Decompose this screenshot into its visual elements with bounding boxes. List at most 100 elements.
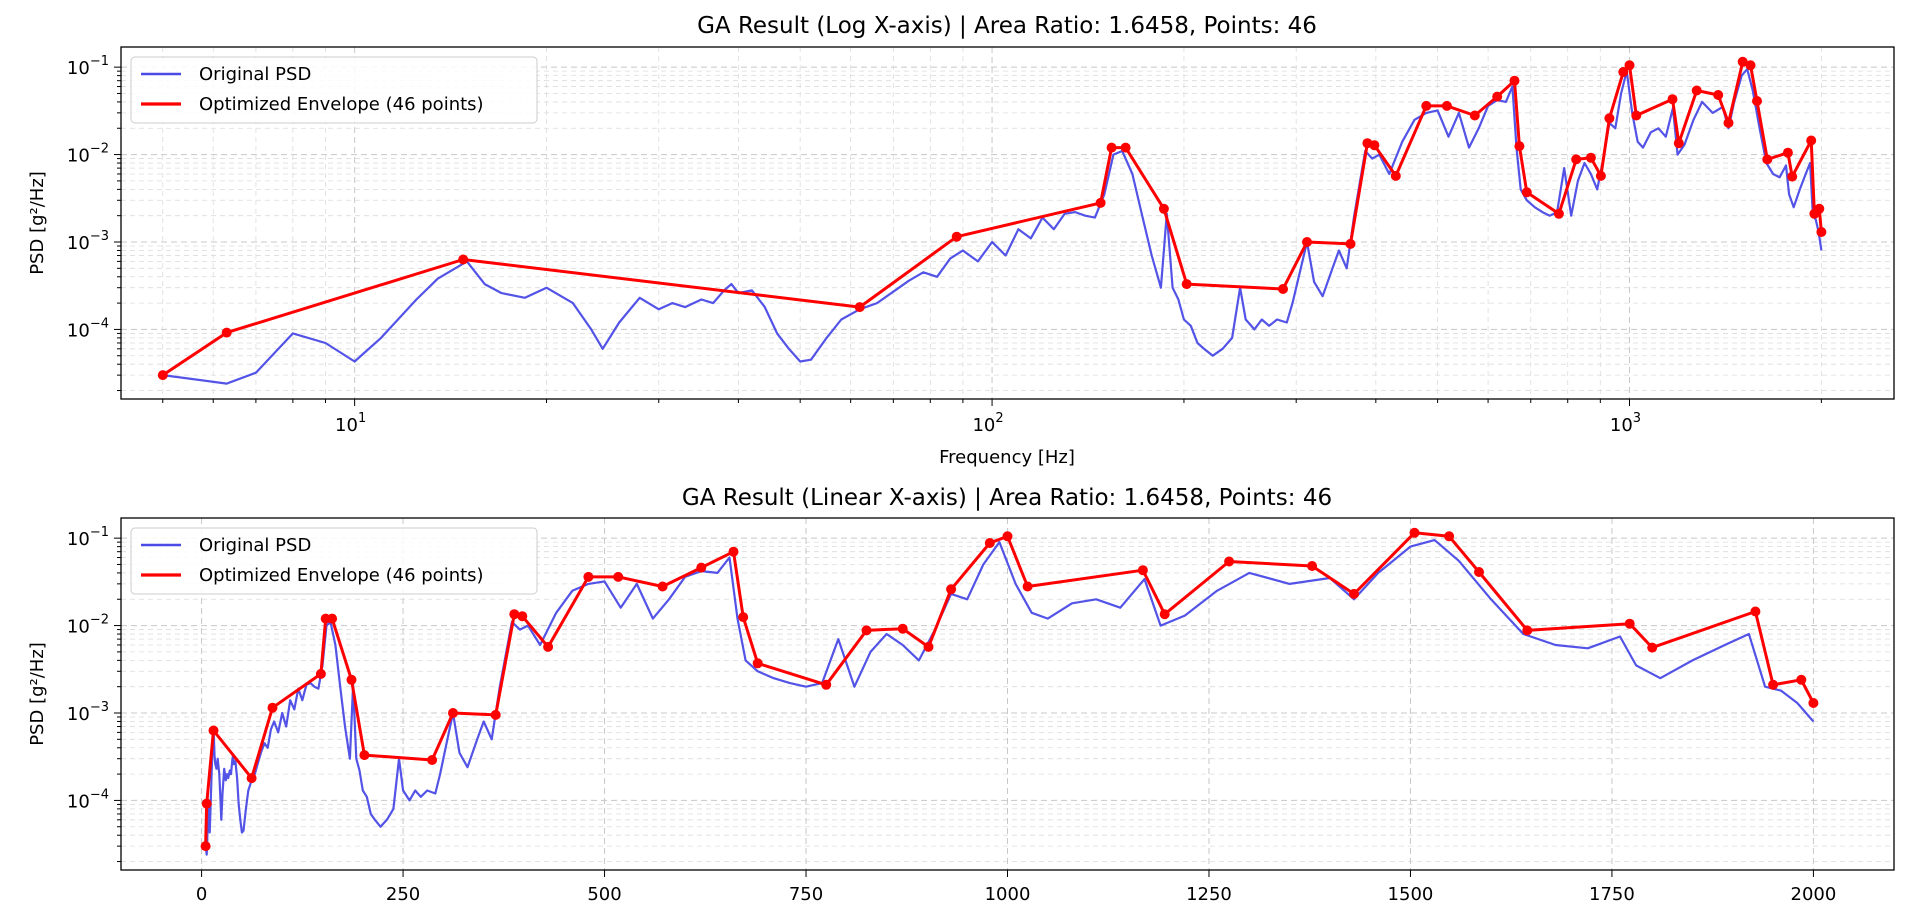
envelope-point <box>1224 556 1235 567</box>
series-optimized-envelope <box>204 531 1815 847</box>
envelope-point <box>1571 154 1582 165</box>
envelope-point <box>1421 100 1432 111</box>
envelope-point <box>1647 642 1658 653</box>
x-tick-label: 1000 <box>985 884 1031 905</box>
envelope-point <box>208 725 219 736</box>
envelope-point <box>157 370 168 381</box>
envelope-point <box>946 584 957 595</box>
envelope-point <box>1444 531 1455 542</box>
envelope-point <box>315 668 326 679</box>
envelope-point <box>1158 203 1169 214</box>
envelope-point <box>448 708 458 718</box>
x-axis-label-log: Frequency [Hz] <box>939 447 1075 468</box>
envelope-point <box>200 841 211 852</box>
envelope-point <box>1673 138 1684 149</box>
x-tick-label: 101 <box>335 411 366 436</box>
envelope-point <box>427 755 438 765</box>
envelope-point <box>1514 141 1525 152</box>
x-tick-label: 500 <box>587 884 621 905</box>
envelope-point <box>1441 100 1452 111</box>
envelope-point <box>1474 567 1484 577</box>
envelope-point <box>1553 208 1564 219</box>
envelope-point <box>1106 142 1117 153</box>
envelope-point <box>1806 135 1817 146</box>
y-axis-label-log: PSD [g²/Hz] <box>27 171 48 275</box>
y-tick-label: 10−4 <box>67 787 109 812</box>
envelope-point <box>1409 527 1420 538</box>
envelope-point <box>543 641 554 652</box>
envelope-point <box>1814 203 1825 214</box>
chart-title-log: GA Result (Log X-axis) | Area Ratio: 1.6… <box>697 13 1317 39</box>
envelope-point <box>1691 85 1702 96</box>
envelope-point <box>1631 110 1642 121</box>
envelope-point <box>854 302 865 313</box>
x-tick-label: 1500 <box>1388 884 1434 905</box>
y-tick-label: 10−2 <box>67 142 109 167</box>
envelope-point <box>246 773 257 784</box>
envelope-point <box>1002 531 1013 542</box>
envelope-point <box>1762 154 1773 165</box>
grid-linear <box>121 518 1894 870</box>
envelope-point <box>1745 60 1756 71</box>
x-tick-label: 1750 <box>1589 884 1635 905</box>
envelope-point <box>1137 565 1148 576</box>
y-axis-label-linear: PSD [g²/Hz] <box>27 642 48 746</box>
envelope-point <box>1604 113 1615 124</box>
grid-log <box>121 47 1894 399</box>
envelope-point <box>458 254 469 265</box>
legend-label-envelope: Optimized Envelope (46 points) <box>199 565 484 586</box>
legend-label-psd: Original PSD <box>199 535 311 556</box>
envelope-point <box>1752 96 1762 106</box>
envelope-point <box>984 538 995 548</box>
envelope-point <box>821 679 832 690</box>
envelope-point <box>1782 147 1793 158</box>
envelope-point <box>1750 606 1761 617</box>
envelope-point <box>696 562 707 573</box>
chart-title-linear: GA Result (Linear X-axis) | Area Ratio: … <box>682 485 1332 511</box>
envelope-point <box>1345 238 1356 249</box>
legend-log: Original PSD Optimized Envelope (46 poin… <box>130 56 538 124</box>
y-tick-label: 10−3 <box>67 700 109 725</box>
x-tick-label: 103 <box>1610 411 1641 436</box>
series-optimized-envelope <box>161 60 1823 377</box>
envelope-point <box>221 327 232 338</box>
envelope-point <box>1522 625 1533 636</box>
envelope-point <box>267 702 278 713</box>
envelope-point <box>1595 170 1606 181</box>
y-tick-label: 10−1 <box>67 525 109 550</box>
envelope-point <box>517 611 528 622</box>
envelope-point <box>1723 117 1734 128</box>
x-tick-label: 250 <box>386 884 420 905</box>
envelope-point <box>923 641 934 652</box>
envelope-point <box>1390 170 1401 181</box>
x-tick-label: 0 <box>196 884 207 905</box>
envelope-point <box>1022 581 1033 592</box>
envelope-point <box>1509 75 1520 86</box>
envelope-point <box>1796 674 1807 685</box>
series-original-psd <box>204 538 1815 856</box>
panel-log-x: GA Result (Log X-axis) | Area Ratio: 1.6… <box>27 13 1895 468</box>
envelope-point <box>1302 237 1312 247</box>
envelope-point <box>201 798 212 809</box>
envelope-point <box>613 571 624 582</box>
y-tick-label: 10−2 <box>67 613 109 638</box>
envelope-point <box>738 612 749 623</box>
envelope-point <box>1737 56 1748 67</box>
envelope-point <box>728 546 739 557</box>
envelope-point <box>951 231 962 242</box>
envelope-point <box>1307 561 1318 571</box>
envelope-point <box>1624 618 1635 629</box>
envelope-point <box>346 674 357 685</box>
panel-linear-x: GA Result (Linear X-axis) | Area Ratio: … <box>27 485 1895 905</box>
x-tick-label: 750 <box>789 884 823 905</box>
x-tick-label: 1250 <box>1186 884 1232 905</box>
envelope-point <box>1159 609 1170 620</box>
axes-frame-linear <box>120 517 1895 871</box>
x-tick-label: 102 <box>972 411 1003 436</box>
axes-frame-log <box>120 46 1895 400</box>
envelope-point <box>1816 227 1827 237</box>
envelope-point <box>752 658 763 669</box>
envelope-point <box>490 709 501 720</box>
envelope-point <box>1181 279 1192 290</box>
